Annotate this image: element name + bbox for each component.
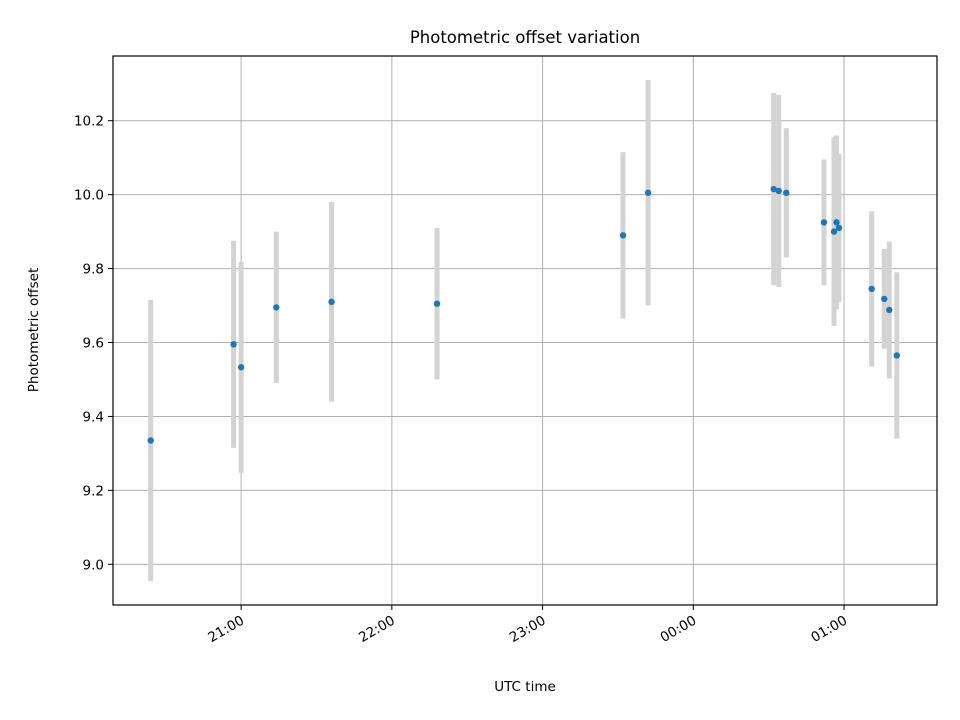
y-axis-label: Photometric offset — [26, 268, 42, 392]
data-point — [775, 187, 782, 195]
data-point — [644, 189, 652, 196]
data-point — [783, 189, 790, 196]
y-tick-label: 9.8 — [83, 262, 104, 278]
data-point — [770, 185, 777, 193]
data-point — [833, 219, 840, 226]
y-tick-label: 9.0 — [83, 557, 104, 573]
data-point — [433, 300, 441, 307]
y-tick-label: 9.4 — [83, 409, 104, 425]
data-point — [328, 298, 335, 306]
data-point — [886, 306, 893, 314]
data-point — [835, 224, 843, 232]
y-tick-label: 9.6 — [83, 336, 104, 352]
data-points — [147, 185, 901, 444]
data-point — [820, 219, 828, 226]
x-axis-label: UTC time — [494, 679, 556, 695]
plot-frame — [112, 55, 938, 606]
y-tick-label: 10.0 — [74, 188, 104, 204]
data-point — [868, 285, 875, 293]
y-tick-label: 10.2 — [74, 114, 104, 130]
data-point — [230, 341, 237, 348]
data-point — [619, 232, 627, 239]
data-point — [147, 437, 154, 444]
grid — [113, 56, 937, 605]
chart-title: Photometric offset variation — [410, 28, 640, 47]
y-tick-label: 9.2 — [83, 483, 104, 499]
data-point — [830, 228, 838, 235]
data-point — [881, 295, 888, 303]
data-point — [237, 364, 245, 371]
data-point — [273, 304, 280, 311]
data-point — [893, 352, 901, 359]
